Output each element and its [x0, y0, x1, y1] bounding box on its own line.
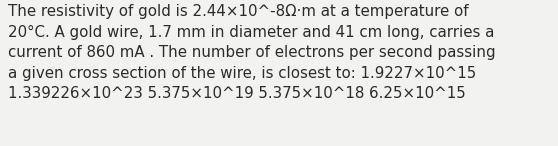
Text: The resistivity of gold is 2.44×10^-8Ω·m at a temperature of
20°C. A gold wire, : The resistivity of gold is 2.44×10^-8Ω·m… — [8, 4, 496, 101]
